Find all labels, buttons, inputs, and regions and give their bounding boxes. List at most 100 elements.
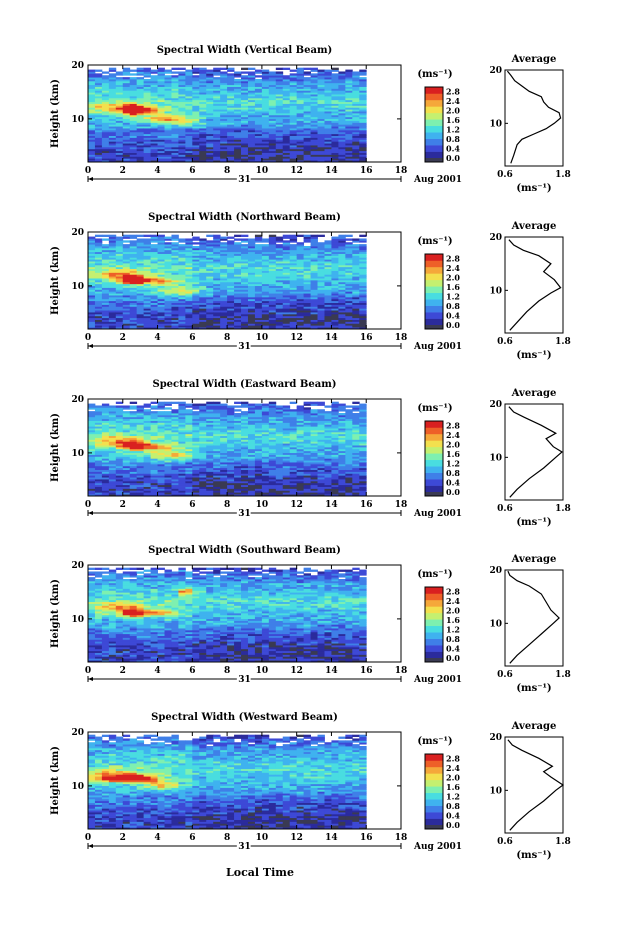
heatmap-cell [192,313,200,317]
heatmap-cell [94,160,103,163]
heatmap-cell [234,266,242,270]
heatmap-cell [157,278,165,281]
heatmap-cell [227,285,235,288]
heatmap-cell [268,145,277,148]
heatmap-cell [150,139,158,142]
heatmap-cell [108,150,117,153]
heatmap-cell [122,246,131,249]
heatmap-cell [143,283,151,287]
heatmap-cell [136,118,145,121]
heatmap-cell [129,244,138,247]
heatmap-cell [213,259,221,262]
heatmap-cell [143,133,151,136]
heatmap-cell [317,73,325,76]
heatmap-cell [122,80,131,84]
heatmap-cell [115,287,124,290]
heatmap-cell [359,112,367,116]
heatmap-cell [254,101,263,104]
heatmap-cell [192,319,200,322]
heatmap-cell [345,133,353,136]
heatmap-cell [227,146,235,150]
heatmap-cell [192,242,200,245]
heatmap-cell [241,148,249,152]
heatmap-cell [275,86,284,89]
heatmap-cell [171,154,179,157]
heatmap-cell [143,90,151,93]
heatmap-cell [254,295,263,298]
heatmap-cell [164,315,172,319]
heatmap-cell [247,279,256,283]
heatmap-cell [296,80,305,84]
heatmap-cell [317,160,325,163]
heatmap-cell [338,139,346,142]
heatmap-cell [352,154,360,157]
heatmap-cell [108,255,117,258]
heatmap-cell [261,80,270,84]
heatmap-cell [122,270,131,273]
heatmap-cell [157,94,165,97]
heatmap-cell [254,234,263,237]
heatmap-cell [143,94,151,97]
heatmap-cell [108,97,117,101]
heatmap-cell [185,300,193,303]
heatmap-cell [289,118,298,121]
heatmap-cell [261,111,270,114]
heatmap-cell [157,298,165,302]
heatmap-cell [345,75,353,78]
heatmap-cell [129,274,138,277]
heatmap-cell [261,154,270,157]
heatmap-cell [289,141,298,144]
x-tick-label: 16 [360,166,373,176]
heatmap-cell [171,236,179,239]
heatmap-cell [206,312,214,315]
heatmap-cell [199,107,207,110]
heatmap-cell [206,298,214,302]
heatmap-cell [171,99,179,103]
heatmap-cell [178,327,186,330]
heatmap-cell [213,135,221,138]
heatmap-cell [227,247,235,251]
heatmap-cell [157,308,165,311]
heatmap-cell [157,244,165,247]
heatmap-cell [324,77,332,80]
heatmap-cell [164,114,172,118]
heatmap-cell [303,86,311,89]
heatmap-cell [178,401,186,404]
heatmap-cell [345,103,353,106]
heatmap-cell [88,403,96,406]
heatmap-cell [122,304,131,307]
heatmap-cell [192,156,200,159]
heatmap-cell [171,107,179,110]
heatmap-cell [199,259,207,262]
heatmap-cell [115,319,124,322]
heatmap-cell [282,103,291,106]
heatmap-cell [136,116,145,120]
heatmap-cell [129,264,138,268]
heatmap-cell [150,247,158,251]
heatmap-cell [150,278,158,281]
heatmap-cell [206,246,214,249]
heatmap-cell [213,317,221,320]
colorbar-frame [424,86,444,163]
heatmap-cell [261,158,270,161]
heatmap-cell [178,266,186,270]
heatmap-cell [199,88,207,91]
heatmap-cell [94,148,103,152]
heatmap-cell [338,101,346,104]
heatmap-cell [143,246,151,249]
heatmap-cell [143,279,151,283]
heatmap-cell [171,244,179,247]
heatmap-cell [192,143,200,146]
heatmap-cell [143,69,151,72]
heatmap-cell [254,304,263,307]
heatmap-cell [345,73,353,76]
heatmap-cell [199,293,207,296]
heatmap-cell [101,146,110,150]
heatmap-cell [157,247,165,251]
heatmap-cell [192,279,200,283]
heatmap-cell [199,69,207,72]
x-tick-label: 10 [256,166,269,176]
heatmap-cell [247,158,256,161]
heatmap-cell [88,114,96,118]
heatmap-cell [247,270,256,273]
